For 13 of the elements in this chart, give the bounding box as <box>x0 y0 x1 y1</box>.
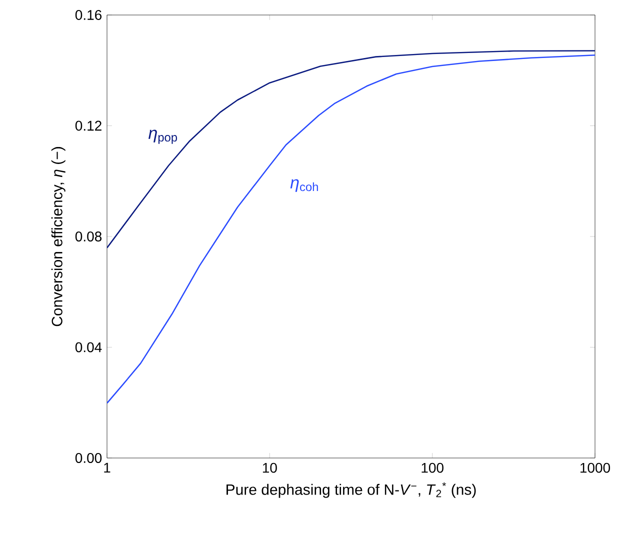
y-tick-label: 0.16 <box>75 10 102 20</box>
x-tick-label: 100 <box>422 462 444 473</box>
x-tick-label: 1000 <box>580 462 610 473</box>
y-tick-label: 0.08 <box>75 232 102 242</box>
y-tick-label: 0.00 <box>75 453 102 463</box>
y-tick-label: 0.04 <box>75 342 102 352</box>
x-tick-label: 10 <box>262 462 277 473</box>
x-axis-title: Pure dephasing time of N-V$^{−}$, T$_{2}$$^{*}$ (ns) <box>226 482 476 498</box>
y-tick-label: 0.12 <box>75 120 102 131</box>
series-label: η$_{pop}$ <box>148 130 178 144</box>
x-tick-label: 1 <box>104 462 110 472</box>
y-axis-title: Conversion efficiency, η (−) <box>51 147 66 326</box>
series-label: η$_{coh}$ <box>290 179 318 192</box>
